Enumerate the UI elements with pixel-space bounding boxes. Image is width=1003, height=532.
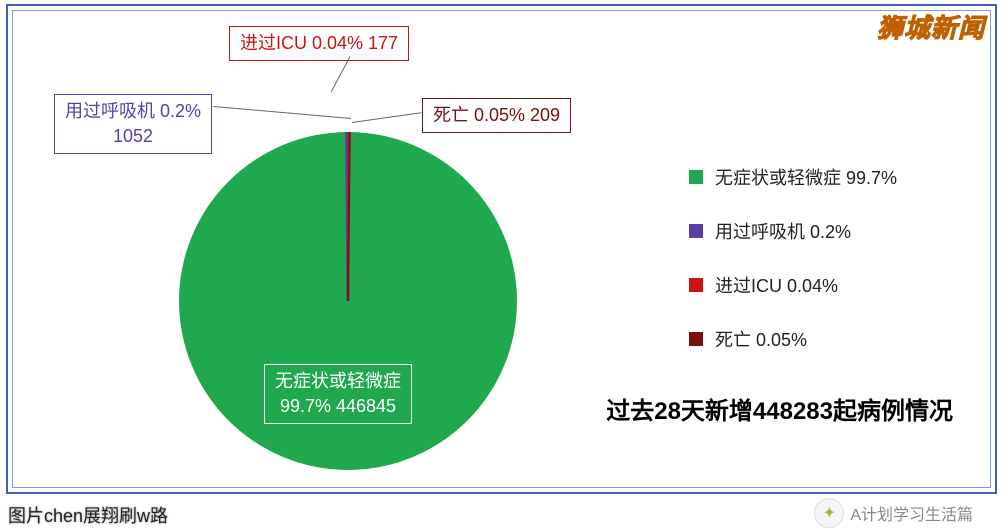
legend: 无症状或轻微症 99.7% 用过呼吸机 0.2% 进过ICU 0.04% 死亡 … bbox=[689, 164, 949, 380]
legend-label: 死亡 0.05% bbox=[715, 326, 807, 352]
footer-right: ✦ A计划学习生活篇 bbox=[814, 498, 973, 528]
callout-mild: 无症状或轻微症 99.7% 446845 bbox=[264, 364, 412, 424]
legend-item-mild: 无症状或轻微症 99.7% bbox=[689, 164, 949, 190]
legend-label: 用过呼吸机 0.2% bbox=[715, 218, 851, 244]
leader-ventilator bbox=[213, 106, 351, 119]
chart-subtitle: 过去28天新增448283起病例情况 bbox=[606, 391, 953, 426]
legend-swatch bbox=[689, 332, 703, 346]
callout-death: 死亡 0.05% 209 bbox=[422, 98, 571, 133]
legend-item-ventilator: 用过呼吸机 0.2% bbox=[689, 218, 949, 244]
legend-swatch bbox=[689, 224, 703, 238]
chart-area: 进过ICU 0.04% 177 用过呼吸机 0.2% 1052 死亡 0.05%… bbox=[14, 14, 989, 486]
legend-label: 进过ICU 0.04% bbox=[715, 272, 838, 298]
callout-ventilator: 用过呼吸机 0.2% 1052 bbox=[54, 94, 212, 154]
leader-death bbox=[352, 112, 421, 123]
watermark: 狮城新闻 bbox=[877, 8, 985, 45]
legend-swatch bbox=[689, 278, 703, 292]
legend-item-death: 死亡 0.05% bbox=[689, 326, 949, 352]
legend-label: 无症状或轻微症 99.7% bbox=[715, 164, 897, 190]
legend-swatch bbox=[689, 170, 703, 184]
footer-right-text: A计划学习生活篇 bbox=[850, 501, 973, 525]
legend-item-icu: 进过ICU 0.04% bbox=[689, 272, 949, 298]
callout-icu: 进过ICU 0.04% 177 bbox=[229, 26, 409, 61]
footer-left-text: 图片chen展翔刷w路 bbox=[8, 502, 168, 528]
leader-icu bbox=[331, 56, 351, 92]
wechat-icon: ✦ bbox=[814, 498, 844, 528]
